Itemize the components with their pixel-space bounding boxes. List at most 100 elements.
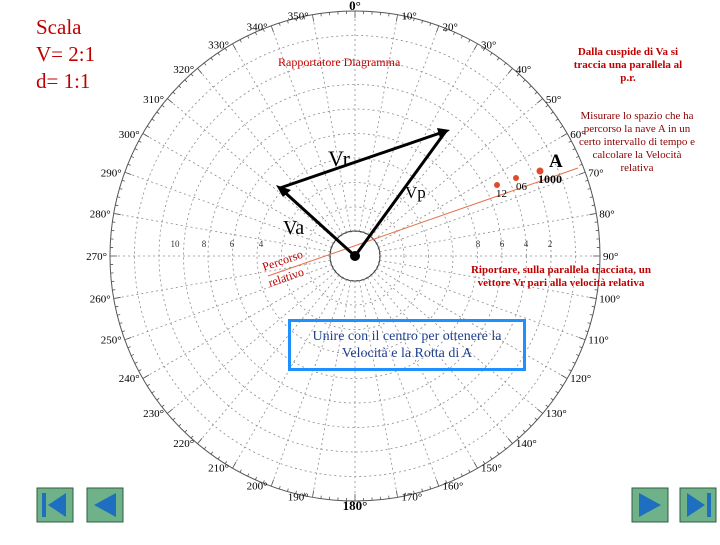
bearing-tick <box>117 197 120 198</box>
grid-spoke <box>312 281 350 498</box>
bearing-tick <box>117 315 120 316</box>
bearing-label: 300° <box>119 129 140 141</box>
velocity-scale: V= 2:1 <box>36 41 95 68</box>
bearing-tick <box>131 156 134 157</box>
bearing-tick <box>173 418 175 420</box>
bearing-tick <box>573 362 576 363</box>
bearing-label: 190° <box>288 491 309 503</box>
bearing-tick <box>589 297 596 298</box>
bearing-tick <box>233 44 237 50</box>
bearing-tick <box>504 63 506 65</box>
bearing-tick <box>312 15 313 22</box>
vp-label: Vp <box>405 183 426 202</box>
grid-spoke <box>167 99 336 240</box>
bearing-tick <box>114 297 121 298</box>
bearing-tick <box>119 188 122 189</box>
bearing-tick <box>125 172 132 174</box>
bearing-label: 50° <box>546 94 561 106</box>
bearing-tick <box>537 409 542 413</box>
own-ship-centre <box>350 251 360 261</box>
bearing-tick <box>590 315 593 316</box>
bearing-tick <box>560 384 563 386</box>
last-slide-button[interactable] <box>679 487 717 523</box>
bearing-label: 290° <box>101 168 122 180</box>
note-unire-box: Unire con il centro per ottenere la Velo… <box>288 319 526 371</box>
scale-number: 4 <box>524 239 529 249</box>
first-slide-button[interactable] <box>36 487 74 523</box>
bearing-label: 350° <box>288 11 309 23</box>
bearing-tick <box>128 164 131 165</box>
bearing-label: 320° <box>173 64 194 76</box>
bearing-tick <box>474 44 478 50</box>
bearing-label: 200° <box>247 480 268 492</box>
bearing-tick <box>592 306 595 307</box>
bearing-tick <box>589 213 596 214</box>
bearing-tick <box>198 438 202 443</box>
grid-spoke <box>233 44 343 235</box>
bearing-label: 340° <box>247 22 268 34</box>
bearing-tick <box>157 398 159 400</box>
note-riportare: Riportare, sulla parallela tracciata, un… <box>456 264 666 290</box>
bearing-tick <box>152 391 154 393</box>
bearing-tick <box>461 474 462 477</box>
vr-label: Vr <box>328 146 351 171</box>
bearing-tick <box>122 180 125 181</box>
next-slide-button[interactable] <box>631 487 669 523</box>
diagram-title: Rapportatore Diagramma <box>278 55 401 69</box>
bearing-label: 210° <box>208 462 229 474</box>
previous-slide-button[interactable] <box>86 487 124 523</box>
va-label: Va <box>283 217 304 239</box>
bearing-tick <box>157 112 159 114</box>
bearing-tick <box>211 58 213 60</box>
bearing-tick <box>430 23 431 26</box>
bearing-tick <box>546 405 548 407</box>
bearing-tick <box>211 452 213 454</box>
bearing-label: 130° <box>546 408 567 420</box>
bearing-tick <box>185 80 187 82</box>
bearing-tick <box>139 370 142 371</box>
bearing-label: 40° <box>516 64 531 76</box>
note-parallel: Dalla cuspide di Va si traccia una paral… <box>566 46 690 85</box>
bearing-tick <box>504 447 506 449</box>
skip-forward-icon <box>679 487 717 523</box>
bearing-tick <box>152 119 154 121</box>
bearing-tick <box>508 68 512 73</box>
scale-number: 6 <box>230 239 235 249</box>
grid-spoke <box>359 15 397 232</box>
bearing-tick <box>535 418 537 420</box>
bearing-tick <box>436 480 438 487</box>
bearing-label: 270° <box>86 251 107 263</box>
bearing-tick <box>279 23 280 26</box>
note-misurare: Misurare lo spazio che ha percorso la na… <box>575 110 699 175</box>
bearing-label: 220° <box>173 438 194 450</box>
bearing-tick <box>430 486 431 489</box>
grid-spoke <box>380 213 597 251</box>
bearing-tick <box>185 430 187 432</box>
scale-number: 8 <box>202 239 207 249</box>
bearing-tick <box>569 370 572 371</box>
bearing-tick <box>551 112 553 114</box>
bearing-tick <box>561 134 567 138</box>
time-label-12: 12 <box>496 188 507 200</box>
bearing-label: 10° <box>401 11 416 23</box>
bearing-tick <box>508 438 512 443</box>
bearing-tick <box>535 92 537 94</box>
bearing-tick <box>167 409 172 413</box>
bearing-tick <box>490 53 492 55</box>
bearing-label: 150° <box>481 462 502 474</box>
bearing-tick <box>131 354 134 355</box>
bearing-tick <box>588 188 591 189</box>
bearing-label: 180° <box>343 498 368 513</box>
bearing-tick <box>167 99 172 103</box>
bearing-tick <box>125 337 132 339</box>
bearing-tick <box>147 126 150 128</box>
bearing-tick <box>240 470 241 473</box>
bearing-tick <box>115 306 118 307</box>
bearing-tick <box>147 384 150 386</box>
bearing-tick <box>143 134 149 138</box>
grid-spoke <box>312 15 350 232</box>
bearing-tick <box>569 141 572 142</box>
bearing-tick <box>529 424 531 426</box>
bearing-tick <box>204 447 206 449</box>
